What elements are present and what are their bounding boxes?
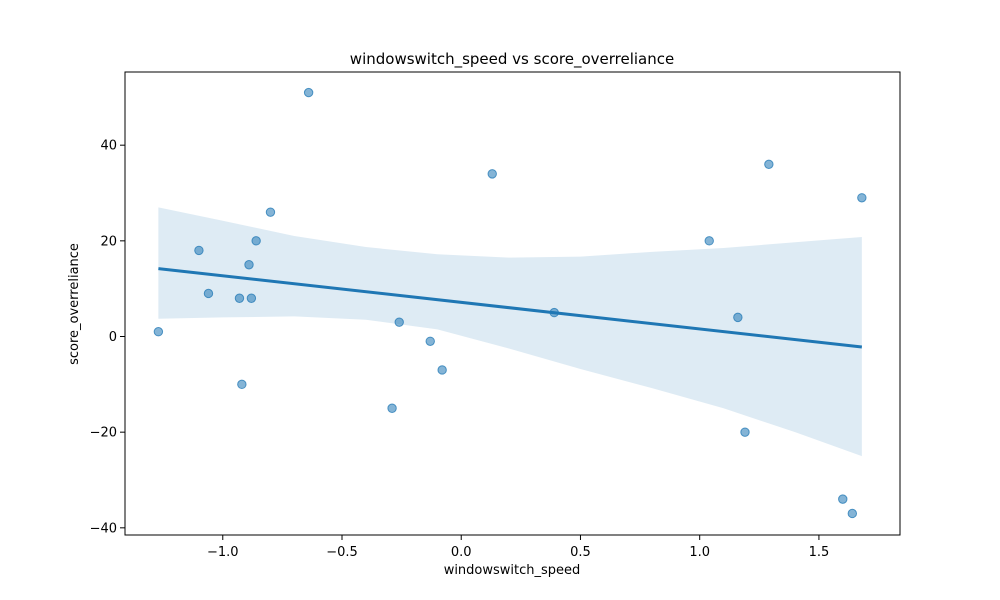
x-axis-ticks: −1.0 −0.5 0.0 0.5 1.0 1.5	[207, 535, 829, 560]
confidence-band	[158, 207, 862, 457]
y-axis-ticks: −40 −20 0 20 40	[90, 139, 125, 536]
y-tick-label: −40	[90, 521, 117, 536]
data-point	[704, 236, 714, 246]
data-point	[740, 427, 750, 437]
x-tick-label: 0.0	[451, 545, 472, 560]
data-point	[838, 494, 848, 504]
data-point	[237, 379, 247, 390]
data-point	[244, 260, 254, 270]
data-point	[857, 193, 867, 203]
y-axis-label: score_overreliance	[67, 243, 82, 365]
points-layer	[153, 87, 867, 519]
data-point	[251, 236, 261, 246]
data-point	[733, 312, 743, 323]
regression-line	[158, 267, 863, 349]
data-point	[425, 336, 435, 346]
confidence-band-layer	[158, 207, 862, 457]
data-point	[246, 293, 257, 303]
data-point	[153, 327, 164, 337]
data-point	[437, 365, 447, 375]
x-axis-label: windowswitch_speed	[444, 563, 581, 578]
data-point	[764, 159, 774, 170]
data-point	[387, 403, 397, 413]
y-tick-label: 0	[109, 330, 117, 345]
data-point	[487, 169, 497, 179]
data-point	[303, 87, 314, 98]
chart-title: windowswitch_speed vs score_overreliance	[350, 50, 674, 69]
y-tick-label: 20	[100, 234, 117, 249]
data-point	[194, 245, 204, 256]
y-tick-label: 40	[100, 139, 117, 154]
data-point	[203, 288, 214, 299]
plot-area-frame	[124, 71, 901, 536]
data-point	[394, 317, 404, 327]
x-tick-label: 1.5	[809, 545, 830, 560]
data-point	[847, 508, 858, 519]
x-tick-label: 1.0	[689, 545, 710, 560]
regression-line-layer	[158, 267, 863, 349]
data-point	[265, 207, 276, 217]
x-tick-label: −0.5	[326, 545, 358, 560]
y-tick-label: −20	[90, 426, 117, 441]
x-tick-label: −1.0	[207, 545, 239, 560]
data-point	[234, 293, 245, 303]
x-tick-label: 0.5	[570, 545, 591, 560]
